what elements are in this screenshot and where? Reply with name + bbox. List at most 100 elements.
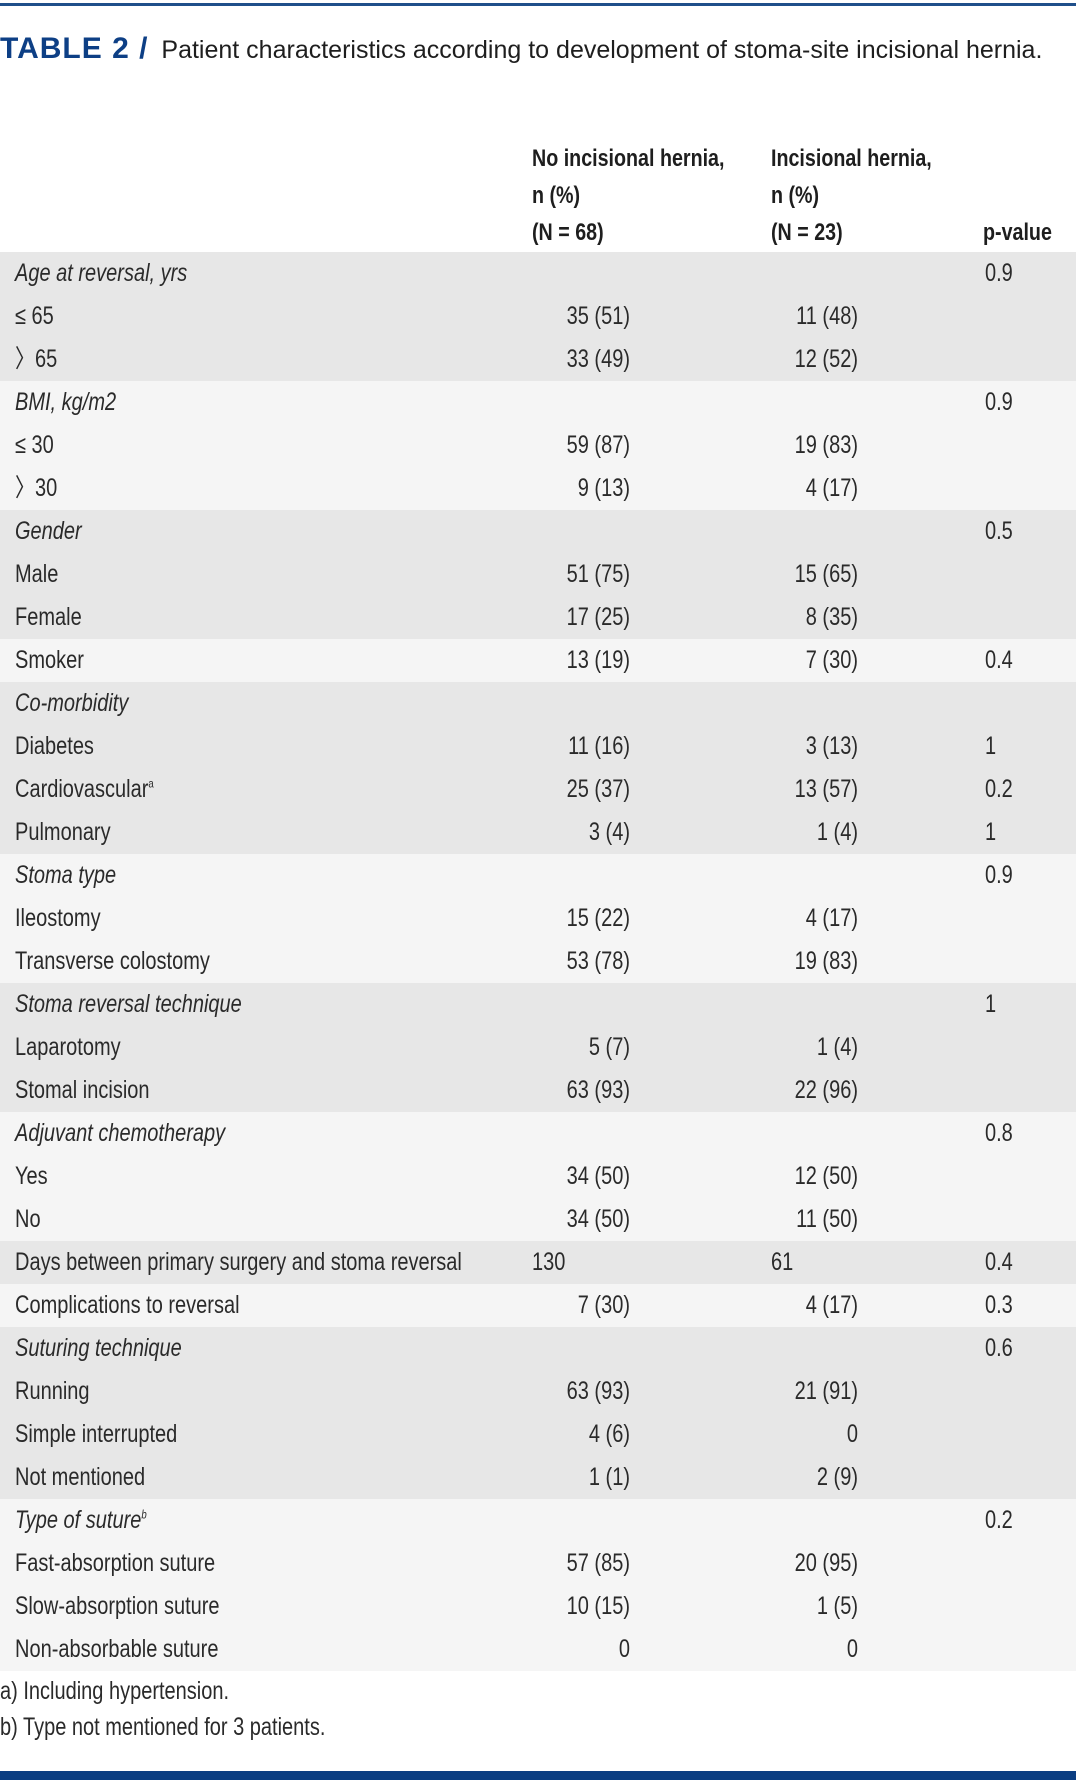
row-label: Slow-absorption suture [15,1585,220,1628]
cell-hernia: 15 (65) [794,560,858,588]
row-label-text: Transverse colostomy [15,947,210,975]
header-no-hernia-line2: n (%) [532,182,581,209]
row-group: Smoker 13 (19) 7 (30) 0.4 [0,639,1076,682]
row-label: Stoma type [15,854,116,897]
table-row: ≤ 65 35 (51) 11 (48) [0,295,1076,338]
table-row: 〉30 9 (13) 4 (17) [0,467,1076,510]
row-label: Adjuvant chemotherapy [15,1112,225,1155]
cell-no-hernia: 25 (37) [566,775,630,803]
row-label: Pulmonary [15,811,111,854]
row-label-text: 〉30 [15,474,58,502]
table-row: No 34 (50) 11 (50) [0,1198,1076,1241]
cell-hernia: 0 [846,1420,858,1448]
row-label-text: Stoma type [15,861,117,889]
header-hernia: Incisional hernia, n (%) (N = 23) [771,140,932,251]
cell-p-value: 0.2 [985,1506,1013,1534]
row-label: Fast-absorption suture [15,1542,215,1585]
cell-hernia: 19 (83) [794,431,858,459]
row-label-text: Male [15,560,59,588]
footnote-marker: b [141,1507,147,1522]
row-label: Non-absorbable suture [15,1628,218,1671]
table-row: Female 17 (25) 8 (35) [0,596,1076,639]
cell-hernia: 4 (17) [805,1291,858,1319]
row-group: Gender 0.5 Male 51 (75) 15 (65) Female 17 (25)… [0,510,1076,639]
row-label: ≤ 65 [15,295,54,338]
cell-no-hernia: 34 (50) [566,1162,630,1190]
table-row: ≤ 30 59 (87) 19 (83) [0,424,1076,467]
header-hernia-line1: Incisional hernia, [771,145,932,172]
table-row: Smoker 13 (19) 7 (30) 0.4 [0,639,1076,682]
cell-no-hernia: 5 (7) [588,1033,630,1061]
footnote-marker: a [148,776,154,791]
cell-no-hernia: 53 (78) [566,947,630,975]
header-hernia-line2: n (%) [771,182,820,209]
cell-hernia: 12 (50) [794,1162,858,1190]
cell-p-value: 0.3 [985,1291,1013,1319]
cell-no-hernia: 17 (25) [566,603,630,631]
table-header: No incisional hernia, n (%) (N = 68) Inc… [0,140,1076,252]
cell-p-value: 0.4 [985,1248,1013,1276]
row-label: Stomal incision [15,1069,150,1112]
row-label: Smoker [15,639,84,682]
cell-hernia: 11 (50) [796,1205,858,1233]
cell-no-hernia: 0 [618,1635,630,1663]
cell-no-hernia: 9 (13) [577,474,630,502]
table-row: Male 51 (75) 15 (65) [0,553,1076,596]
row-label-text: Diabetes [15,732,94,760]
cell-p-value: 0.5 [985,517,1013,545]
cell-p-value: 0.9 [985,388,1013,416]
cell-hernia: 7 (30) [805,646,858,674]
cell-p-value: 0.8 [985,1119,1013,1147]
footnote-b: b) Type not mentioned for 3 patients. [0,1713,326,1741]
row-label-text: Pulmonary [15,818,111,846]
table-row: BMI, kg/m2 0.9 [0,381,1076,424]
row-label-text: Age at reversal, yrs [15,259,188,287]
row-label-text: Slow-absorption suture [15,1592,220,1620]
row-label-text: Co-morbidity [15,689,129,717]
row-group: Stoma type 0.9 Ileostomy 15 (22) 4 (17) Trans… [0,854,1076,983]
row-group: Type of sutureb 0.2 Fast-absorption suture… [0,1499,1076,1671]
cell-no-hernia: 63 (93) [566,1377,630,1405]
row-label: No [15,1198,41,1241]
cell-no-hernia: 59 (87) [566,431,630,459]
row-label-text: Laparotomy [15,1033,121,1061]
row-label: Female [15,596,82,639]
row-label-text: No [15,1205,41,1233]
header-no-hernia-line3: (N = 68) [532,219,604,246]
row-label: Suturing technique [15,1327,182,1370]
row-label: 〉30 [15,467,57,510]
row-label: Gender [15,510,82,553]
cell-hernia: 11 (48) [796,302,858,330]
row-label-text: Days between primary surgery and stoma r… [15,1248,462,1276]
row-group: Suturing technique 0.6 Running 63 (93) 21 (9… [0,1327,1076,1499]
row-label: BMI, kg/m2 [15,381,116,424]
cell-hernia: 19 (83) [794,947,858,975]
table-row: Not mentioned 1 (1) 2 (9) [0,1456,1076,1499]
cell-hernia: 21 (91) [794,1377,858,1405]
table-caption: Patient characteristics according to dev… [161,36,1043,64]
top-rule [0,3,1076,6]
cell-hernia: 4 (17) [805,904,858,932]
cell-hernia: 1 (5) [816,1592,858,1620]
cell-no-hernia: 34 (50) [566,1205,630,1233]
cell-p-value: 1 [985,990,997,1018]
cell-no-hernia: 3 (4) [588,818,630,846]
table-row: Stoma type 0.9 [0,854,1076,897]
cell-hernia: 12 (52) [794,345,858,373]
cell-no-hernia: 51 (75) [566,560,630,588]
row-label: Age at reversal, yrs [15,252,187,295]
cell-p-value: 0.9 [985,861,1013,889]
cell-no-hernia: 11 (16) [568,732,630,760]
row-label-text: ≤ 30 [15,431,54,459]
row-group: Stoma reversal technique 1 Laparotomy 5 (7)… [0,983,1076,1112]
cell-p-value: 0.2 [985,775,1013,803]
row-label-text: Suturing technique [15,1334,182,1362]
cell-no-hernia: 7 (30) [577,1291,630,1319]
row-label-text: Not mentioned [15,1463,146,1491]
table-row: Diabetes 11 (16) 3 (13) 1 [0,725,1076,768]
row-group: Co-morbidity Diabetes 11 (16) 3 (13) 1 Cardio… [0,682,1076,854]
row-label-text: Fast-absorption suture [15,1549,216,1577]
row-label-text: Gender [15,517,82,545]
row-label: Yes [15,1155,48,1198]
table-row: Non-absorbable suture 0 0 [0,1628,1076,1671]
